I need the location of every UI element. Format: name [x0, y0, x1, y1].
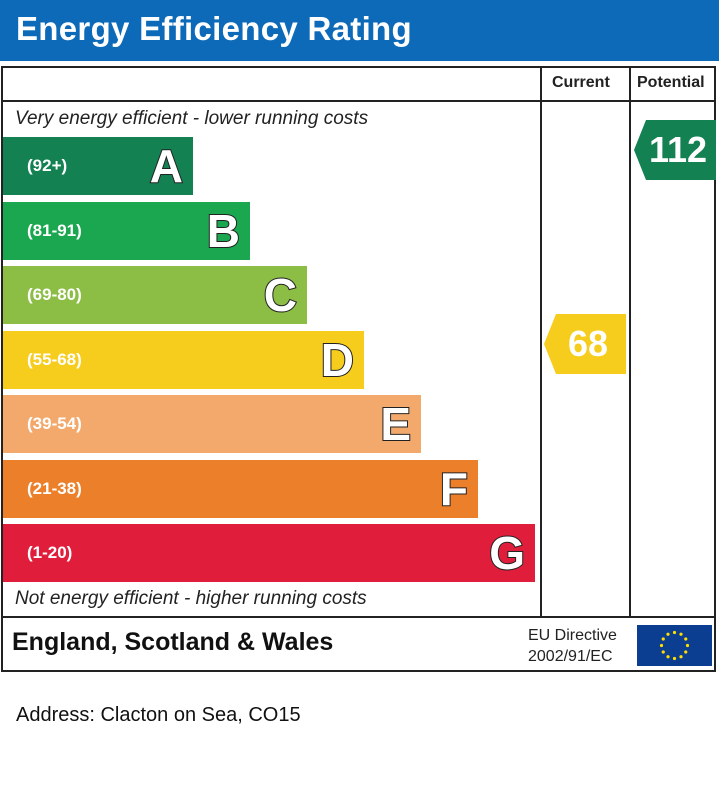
- chart-title: Energy Efficiency Rating: [16, 10, 412, 47]
- footer-divider: [1, 616, 716, 618]
- band-letter-label: G: [488, 526, 526, 580]
- band-range-label: (81-91): [27, 221, 82, 240]
- current-column-divider: [540, 66, 542, 618]
- eu-star-icon: [661, 650, 665, 654]
- band-range-label: (92+): [27, 156, 68, 175]
- eu-directive-line2: 2002/91/EC: [528, 648, 613, 665]
- eu-star-icon: [684, 637, 688, 641]
- top-caption: Very energy efficient - lower running co…: [15, 108, 369, 129]
- band-letter-label: B: [206, 204, 241, 258]
- rating-band-b: (81-91) B: [3, 202, 250, 260]
- band-letter-label: D: [320, 333, 355, 387]
- current-rating-marker: [544, 314, 626, 374]
- band-range-label: (1-20): [27, 543, 73, 562]
- band-letter-label: F: [439, 462, 469, 516]
- eu-star-icon: [659, 643, 664, 648]
- footer-region: England, Scotland & Wales: [12, 628, 334, 656]
- band-letter-label: A: [149, 139, 184, 193]
- potential-rating-value: 112: [648, 129, 708, 170]
- potential-column-header: Potential: [637, 74, 705, 91]
- potential-rating-marker: [634, 120, 716, 180]
- eu-star-icon: [666, 632, 670, 636]
- eu-star-icon: [661, 637, 665, 641]
- address-line: Address: Clacton on Sea, CO15: [16, 704, 301, 726]
- eu-star-icon: [666, 655, 670, 659]
- rating-band-f: (21-38) F: [3, 460, 478, 518]
- band-range-label: (21-38): [27, 479, 82, 498]
- current-rating-value: 68: [567, 323, 609, 364]
- band-letter-label: C: [263, 268, 298, 322]
- rating-band-a: (92+) A: [3, 137, 193, 195]
- band-range-label: (69-80): [27, 285, 82, 304]
- eu-star-icon: [679, 655, 683, 659]
- eu-directive-line1: EU Directive: [528, 627, 617, 644]
- rating-band-c: (69-80) C: [3, 266, 307, 324]
- rating-band-g: (1-20) G: [3, 524, 535, 582]
- eu-star-icon: [685, 643, 690, 648]
- header-divider: [1, 100, 716, 102]
- eu-star-icon: [684, 650, 688, 654]
- band-letter-label: E: [379, 397, 412, 451]
- current-column-header: Current: [552, 74, 610, 91]
- band-range-label: (55-68): [27, 350, 82, 369]
- bottom-caption: Not energy efficient - higher running co…: [15, 588, 367, 609]
- header-bar: Energy Efficiency Rating: [0, 0, 719, 61]
- rating-band-e: (39-54) E: [3, 395, 421, 453]
- eu-star-icon: [672, 630, 677, 635]
- potential-column-divider: [629, 66, 631, 618]
- rating-band-d: (55-68) D: [3, 331, 364, 389]
- eu-star-icon: [672, 656, 677, 661]
- band-range-label: (39-54): [27, 414, 82, 433]
- eu-flag-icon: [637, 625, 712, 666]
- eu-star-icon: [679, 632, 683, 636]
